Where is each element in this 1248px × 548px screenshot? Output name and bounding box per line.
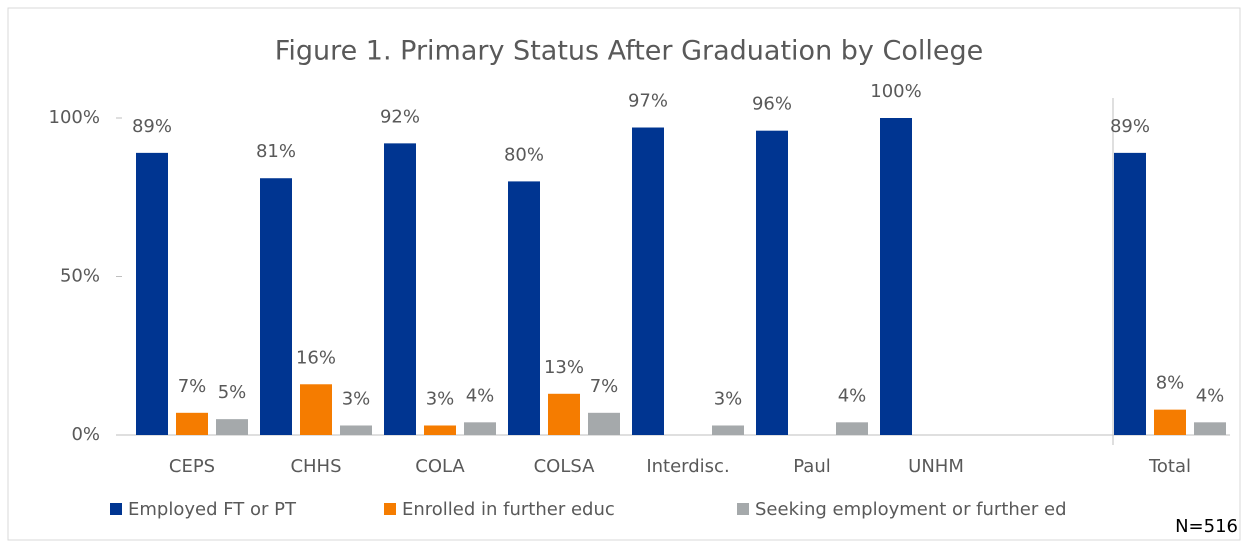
bar (588, 412, 620, 435)
legend-label: Employed FT or PT (128, 499, 297, 520)
chart-border (7, 7, 1241, 541)
x-tick-label: Paul (793, 456, 831, 477)
data-label: 92% (380, 106, 420, 127)
data-label: 89% (132, 116, 172, 137)
data-label: 4% (1196, 385, 1225, 406)
data-label: 7% (178, 376, 207, 397)
bar (880, 118, 912, 435)
data-label: 8% (1156, 373, 1185, 394)
x-tick-label: CEPS (169, 456, 215, 477)
data-label: 7% (590, 376, 619, 397)
data-label: 100% (870, 81, 921, 102)
data-label: 3% (426, 388, 455, 409)
bar (176, 412, 208, 435)
data-label: 97% (628, 91, 668, 112)
legend-swatch (110, 503, 122, 515)
data-label: 4% (466, 385, 495, 406)
bar (216, 419, 248, 435)
bar (300, 384, 332, 435)
bar (260, 178, 292, 436)
bar (464, 422, 496, 435)
bar (836, 422, 868, 435)
bar (712, 425, 744, 435)
bar (1154, 409, 1186, 435)
x-tick-label: COLA (415, 456, 465, 477)
note: N=516 (1175, 516, 1238, 537)
legend-swatch (737, 503, 749, 515)
bar (756, 130, 788, 435)
legend-swatch (384, 503, 396, 515)
y-tick-label: 0% (71, 424, 100, 445)
x-tick-label: UNHM (908, 456, 964, 477)
x-tick-label: CHHS (290, 456, 341, 477)
bar (508, 181, 540, 435)
bar (548, 393, 580, 435)
data-label: 80% (504, 144, 544, 165)
bar (136, 152, 168, 435)
data-label: 13% (544, 357, 584, 378)
data-label: 89% (1110, 116, 1150, 137)
y-tick-label: 50% (60, 266, 100, 287)
data-label: 5% (218, 382, 247, 403)
x-tick-label: Total (1148, 456, 1191, 477)
x-tick-label: COLSA (534, 456, 596, 477)
data-label: 16% (296, 347, 336, 368)
bar (424, 425, 456, 435)
legend-label: Seeking employment or further ed (755, 499, 1067, 520)
bar (1114, 152, 1146, 435)
data-label: 3% (342, 388, 371, 409)
bar (632, 127, 664, 435)
data-label: 96% (752, 94, 792, 115)
chart-title: Figure 1. Primary Status After Graduatio… (275, 36, 983, 67)
bar (1194, 422, 1226, 435)
bar (384, 143, 416, 436)
legend-label: Enrolled in further educ (402, 499, 615, 520)
data-label: 4% (838, 385, 867, 406)
data-label: 3% (714, 388, 743, 409)
y-tick-label: 100% (49, 107, 100, 128)
x-tick-label: Interdisc. (646, 456, 729, 477)
bar (340, 425, 372, 435)
data-label: 81% (256, 141, 296, 162)
